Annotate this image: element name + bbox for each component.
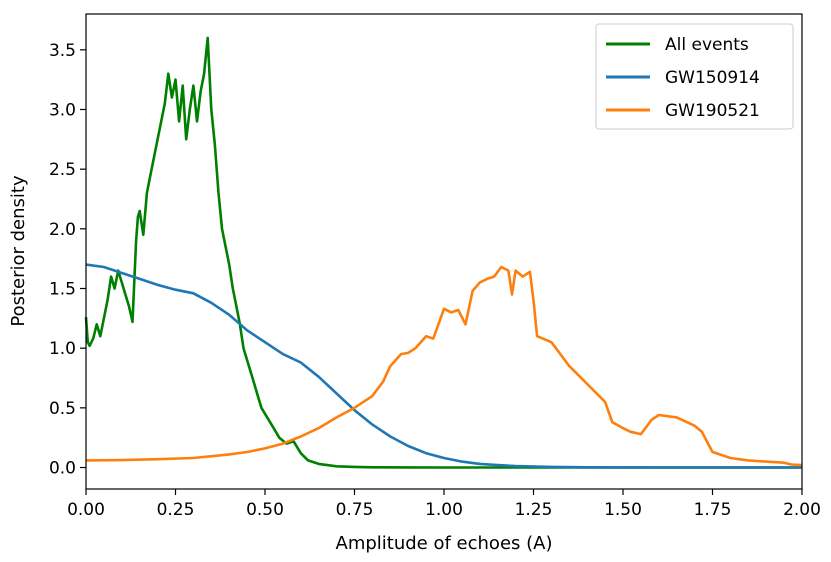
- y-tick-label: 1.0: [49, 339, 76, 359]
- x-tick-label: 1.25: [515, 500, 553, 520]
- legend-frame: [595, 23, 794, 130]
- legend: All events GW150914 GW190521: [595, 23, 794, 130]
- series-line-all-events: [84, 36, 802, 469]
- y-tick-label: 0.0: [49, 459, 76, 479]
- x-tick-label: 1.00: [425, 500, 463, 520]
- x-tick-label: 0.75: [336, 500, 374, 520]
- y-axis-ticks: 0.0 0.5 1.0 1.5 2.0 2.5 3.0 3.5: [49, 41, 86, 479]
- x-axis-ticks: 0.00 0.25 0.50 0.75 1.00 1.25 1.50 1.75 2.00: [67, 489, 821, 520]
- x-tick-label: 1.50: [604, 500, 642, 520]
- y-tick-label: 1.5: [49, 279, 76, 299]
- y-tick-label: 3.5: [49, 41, 76, 61]
- y-tick-label: 0.5: [49, 399, 76, 419]
- series-line-gw190521: [85, 265, 803, 467]
- y-tick-label: 2.0: [49, 220, 76, 240]
- x-tick-label: 0.50: [246, 500, 284, 520]
- legend-label-gw150914: GW150914: [665, 68, 760, 88]
- x-tick-label: 0.00: [67, 500, 105, 520]
- y-axis-label: Posterior density: [8, 175, 29, 327]
- legend-label-all-events: All events: [665, 35, 749, 55]
- x-tick-label: 2.00: [783, 500, 821, 520]
- x-axis-label: Amplitude of echoes (A): [336, 533, 553, 554]
- x-tick-label: 1.75: [694, 500, 732, 520]
- series-line-gw150914: [85, 263, 802, 469]
- x-tick-label: 0.25: [157, 500, 195, 520]
- y-tick-label: 2.5: [49, 160, 76, 180]
- legend-label-gw190521: GW190521: [665, 101, 760, 121]
- series-layer: [84, 36, 803, 469]
- y-tick-label: 3.0: [49, 100, 76, 120]
